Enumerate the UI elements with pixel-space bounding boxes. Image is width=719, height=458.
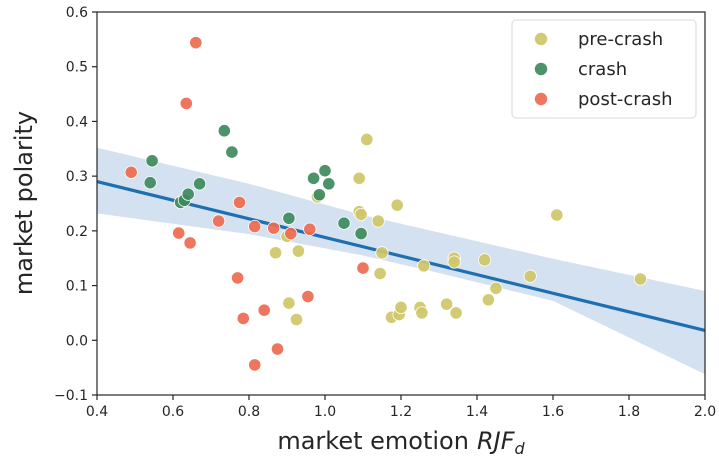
point-pre-crash-10 bbox=[371, 214, 385, 228]
point-post-crash-11 bbox=[257, 303, 271, 317]
point-post-crash-17 bbox=[356, 261, 370, 275]
point-post-crash-4 bbox=[189, 36, 203, 50]
point-post-crash-7 bbox=[232, 195, 247, 210]
point-pre-crash-9 bbox=[360, 132, 374, 147]
x-tick-label-8: 2.0 bbox=[694, 404, 716, 420]
point-crash-6 bbox=[217, 124, 231, 138]
point-post-crash-2 bbox=[179, 96, 193, 110]
y-tick-label-4: 0.3 bbox=[66, 169, 88, 185]
point-post-crash-16 bbox=[303, 222, 317, 236]
point-post-crash-8 bbox=[236, 311, 250, 325]
y-axis-label: market polarity bbox=[10, 111, 38, 295]
point-crash-4 bbox=[181, 187, 195, 201]
point-crash-7 bbox=[225, 145, 239, 159]
regression-line-layer bbox=[96, 180, 706, 332]
point-post-crash-5 bbox=[212, 214, 226, 228]
legend-label-crash: crash bbox=[578, 59, 627, 80]
point-post-crash-13 bbox=[270, 342, 285, 356]
point-post-crash-9 bbox=[248, 219, 262, 234]
point-pre-crash-29 bbox=[633, 272, 648, 286]
y-tick-label-0: −0.1 bbox=[54, 388, 88, 404]
point-crash-11 bbox=[318, 164, 332, 178]
point-pre-crash-4 bbox=[291, 244, 305, 258]
point-post-crash-0 bbox=[124, 165, 138, 179]
axes-layer: 0.4 0.6 0.8 1.0 1.2 1.4 1.6 1.8 2.0 −0.1 0.0 0.1 0.2… bbox=[54, 5, 716, 420]
legend-label-post-crash: post-crash bbox=[578, 89, 672, 110]
confidence-band bbox=[97, 147, 705, 375]
x-tick-label-7: 1.8 bbox=[618, 404, 640, 420]
y-tick-label-2: 0.1 bbox=[66, 279, 88, 295]
y-tick-label-3: 0.2 bbox=[66, 224, 88, 240]
point-crash-8 bbox=[282, 211, 296, 225]
point-pre-crash-26 bbox=[489, 281, 503, 295]
point-crash-13 bbox=[337, 216, 351, 230]
point-post-crash-1 bbox=[172, 226, 186, 240]
point-post-crash-6 bbox=[231, 271, 245, 285]
point-crash-1 bbox=[145, 154, 159, 168]
legend-marker-post-crash bbox=[534, 92, 548, 106]
x-tick-label-0: 0.4 bbox=[86, 404, 108, 420]
data-points-layer bbox=[124, 36, 648, 372]
point-post-crash-14 bbox=[284, 226, 298, 241]
point-pre-crash-11 bbox=[373, 266, 387, 281]
point-pre-crash-22 bbox=[447, 255, 461, 269]
legend-marker-crash bbox=[534, 62, 548, 76]
point-pre-crash-23 bbox=[449, 306, 463, 320]
point-crash-10 bbox=[312, 188, 326, 202]
point-pre-crash-12 bbox=[375, 246, 389, 260]
legend-box bbox=[511, 19, 697, 119]
point-pre-crash-0 bbox=[268, 246, 283, 260]
point-pre-crash-20 bbox=[439, 297, 454, 311]
point-post-crash-10 bbox=[248, 358, 262, 372]
point-crash-12 bbox=[322, 177, 336, 191]
x-axis-label-subscript: d bbox=[515, 439, 526, 458]
regression-line bbox=[96, 180, 706, 332]
x-tick-label-6: 1.6 bbox=[542, 404, 564, 420]
x-axis-label: market emotion RJFd bbox=[277, 427, 525, 458]
x-axis-label-text: market emotion bbox=[277, 427, 469, 455]
point-pre-crash-6 bbox=[352, 171, 366, 185]
point-pre-crash-14 bbox=[390, 198, 404, 212]
point-pre-crash-18 bbox=[415, 306, 429, 320]
x-tick-label-5: 1.4 bbox=[466, 404, 488, 420]
legend: pre-crash crash post-crash bbox=[511, 19, 697, 119]
x-tick-label-3: 1.0 bbox=[314, 404, 336, 420]
point-pre-crash-25 bbox=[481, 293, 495, 307]
point-crash-9 bbox=[306, 171, 321, 185]
point-post-crash-3 bbox=[183, 236, 197, 250]
point-pre-crash-19 bbox=[417, 259, 431, 273]
point-crash-14 bbox=[354, 226, 368, 241]
x-axis-label-var: RJF bbox=[477, 427, 516, 455]
confidence-band-layer bbox=[97, 147, 705, 375]
point-crash-0 bbox=[143, 176, 157, 190]
point-pre-crash-2 bbox=[282, 296, 296, 310]
x-tick-label-1: 0.6 bbox=[162, 404, 184, 420]
legend-label-pre-crash: pre-crash bbox=[578, 29, 663, 50]
y-tick-label-6: 0.5 bbox=[66, 60, 88, 76]
x-tick-label-2: 0.8 bbox=[238, 404, 260, 420]
point-post-crash-15 bbox=[301, 289, 315, 304]
x-tick-label-4: 1.2 bbox=[390, 404, 412, 420]
y-tick-label-1: 0.0 bbox=[66, 333, 88, 349]
legend-marker-pre-crash bbox=[534, 32, 548, 46]
point-pre-crash-16 bbox=[394, 300, 408, 315]
point-pre-crash-28 bbox=[550, 208, 564, 222]
point-pre-crash-24 bbox=[477, 253, 492, 267]
point-crash-5 bbox=[193, 177, 207, 191]
point-pre-crash-27 bbox=[523, 269, 537, 283]
point-pre-crash-3 bbox=[289, 312, 304, 327]
y-tick-label-7: 0.6 bbox=[66, 5, 88, 21]
point-post-crash-12 bbox=[267, 221, 281, 235]
y-tick-label-5: 0.4 bbox=[66, 114, 88, 130]
point-pre-crash-8 bbox=[354, 207, 368, 222]
